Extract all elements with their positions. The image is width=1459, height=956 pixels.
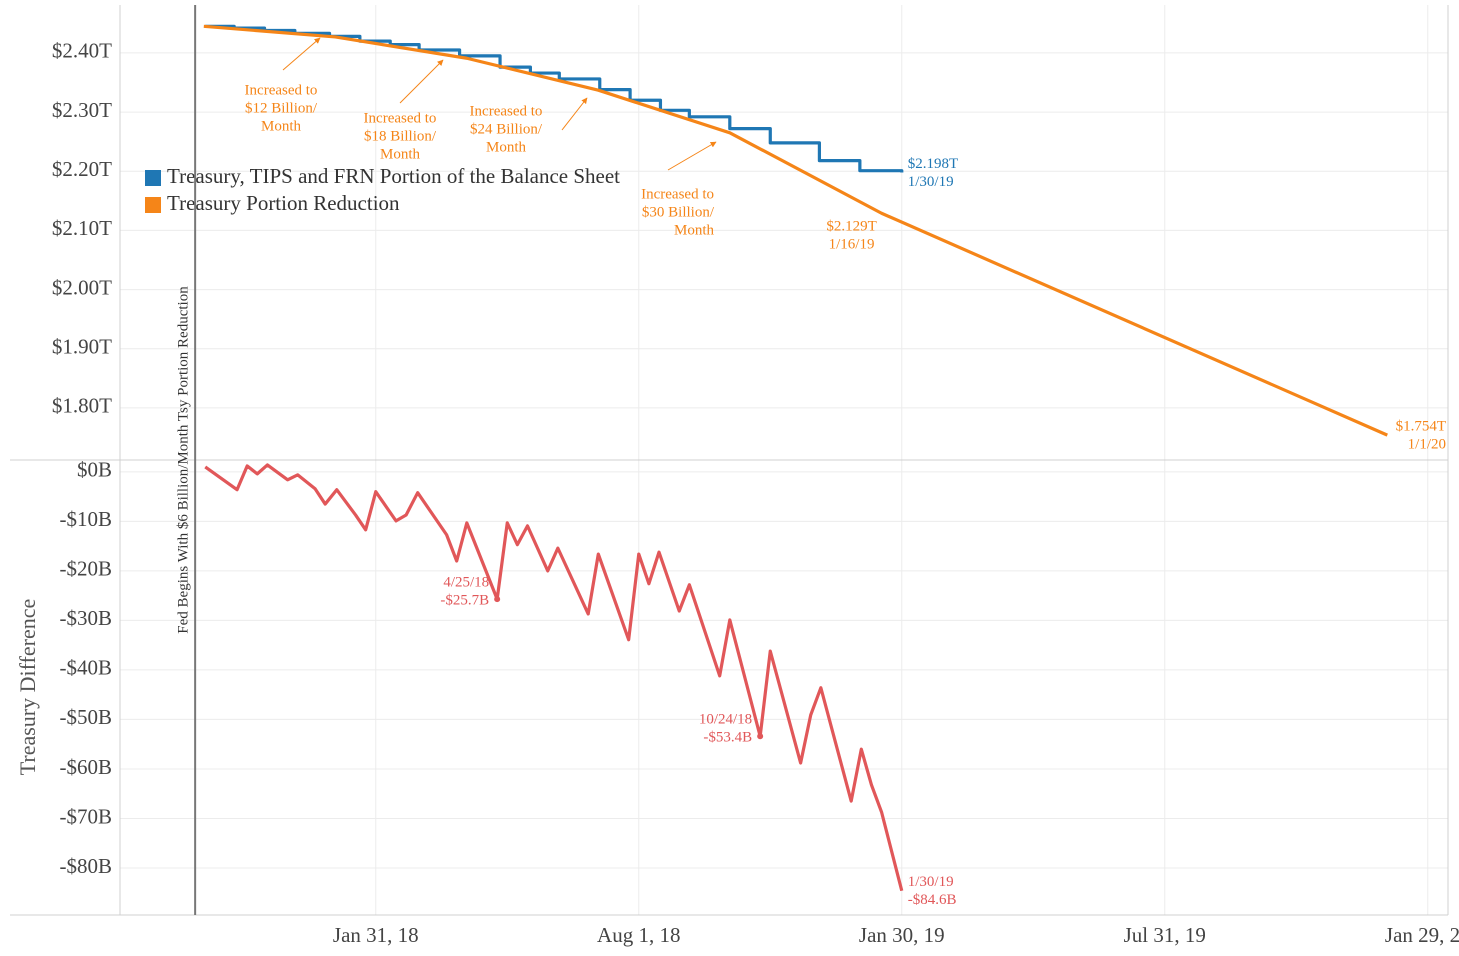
y-tick-label: $2.40T (52, 39, 112, 63)
y-tick-label: $2.00T (52, 275, 112, 299)
point-label: 4/25/18 (443, 575, 489, 591)
point-label: $2.198T (908, 156, 958, 172)
annotation: $30 Billion/ (642, 204, 715, 220)
annotation: $18 Billion/ (364, 128, 437, 144)
point-label: 1/16/19 (829, 237, 875, 253)
point-label: -$53.4B (703, 730, 752, 746)
legend-swatch (145, 170, 161, 186)
annotation: Increased to (364, 110, 437, 126)
annotation: $24 Billion/ (470, 121, 543, 137)
x-tick-label: Jul 31, 19 (1124, 923, 1206, 947)
y-tick-label: -$60B (60, 755, 113, 779)
x-tick-label: Aug 1, 18 (597, 923, 680, 947)
y-tick-label: $0B (77, 458, 112, 482)
y-tick-label: $1.90T (52, 335, 112, 359)
point-marker (494, 596, 501, 603)
reference-label: Fed Begins With $6 Billion/Month Tsy Por… (176, 286, 192, 634)
y-axis-title: Treasury Difference (15, 599, 40, 776)
point-label: 1/30/19 (908, 174, 954, 190)
y-tick-label: -$10B (60, 507, 113, 531)
series-line (205, 24, 904, 173)
point-label: 1/30/19 (908, 874, 954, 890)
point-label: -$84.6B (908, 892, 957, 908)
legend-label: Treasury Portion Reduction (167, 191, 400, 215)
y-tick-label: -$80B (60, 854, 113, 878)
x-tick-label: Jan 31, 18 (333, 923, 419, 947)
annotation: Month (261, 118, 302, 134)
y-tick-label: -$70B (60, 804, 113, 828)
annotation: Increased to (641, 186, 714, 202)
arrow (399, 59, 444, 104)
legend-label: Treasury, TIPS and FRN Portion of the Ba… (167, 164, 620, 188)
annotation: Month (380, 146, 421, 162)
annotation: Month (486, 139, 527, 155)
annotation: Month (674, 222, 715, 238)
point-marker (757, 733, 764, 740)
legend-swatch (145, 197, 161, 213)
y-tick-label: -$50B (60, 705, 113, 729)
arrow (561, 97, 588, 131)
y-tick-label: $1.80T (52, 394, 112, 418)
annotation-arrows (282, 37, 717, 171)
y-tick-label: -$20B (60, 557, 113, 581)
arrow (282, 37, 321, 71)
y-tick-label: -$30B (60, 606, 113, 630)
y-tick-label: $2.30T (52, 98, 112, 122)
x-tick-label: Jan 30, 19 (859, 923, 945, 947)
y-tick-label: $2.20T (52, 157, 112, 181)
point-label: 1/1/20 (1408, 437, 1446, 453)
point-label: $1.754T (1396, 419, 1446, 435)
annotation: $12 Billion/ (245, 100, 318, 116)
annotation: Increased to (470, 103, 543, 119)
annotation: Increased to (245, 82, 318, 98)
y-tick-label: $2.10T (52, 216, 112, 240)
series-line (204, 463, 904, 892)
arrow (667, 141, 717, 171)
x-tick-label: Jan 29, 20 (1385, 923, 1459, 947)
y-tick-label: -$40B (60, 656, 113, 680)
point-label: 10/24/18 (699, 712, 752, 728)
point-label: -$25.7B (440, 593, 489, 609)
point-label: $2.129T (826, 219, 876, 235)
